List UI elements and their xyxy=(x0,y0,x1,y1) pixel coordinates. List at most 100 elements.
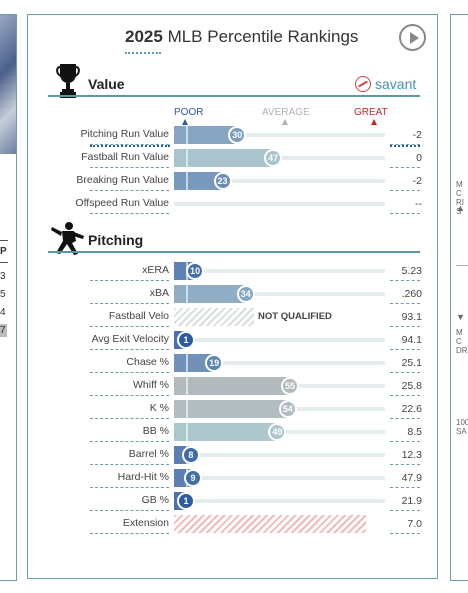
percentile-track xyxy=(174,361,385,365)
metric-label[interactable]: K % xyxy=(149,402,169,414)
metric-row: Fastball Velo NOT QUALIFIED 93.1 xyxy=(28,306,439,329)
metric-label[interactable]: xBA xyxy=(149,287,169,299)
metric-value: 7.0 xyxy=(407,518,422,530)
metric-label[interactable]: Chase % xyxy=(126,356,169,368)
percentile-bubble[interactable]: 10 xyxy=(186,262,205,280)
left-panel-frame xyxy=(0,14,17,581)
label-underline xyxy=(90,349,169,350)
metric-value: -2 xyxy=(412,175,422,187)
right-bottom-label: MC DR xyxy=(456,328,468,355)
play-button[interactable] xyxy=(399,24,426,51)
percentile-bubble[interactable]: 23 xyxy=(213,172,232,190)
percentile-track xyxy=(174,476,385,480)
metric-value: -- xyxy=(415,198,422,210)
down-arrow-icon: ▼ xyxy=(456,312,465,322)
metric-value: 94.1 xyxy=(401,334,422,346)
percentile-bar xyxy=(174,354,215,372)
bar-tick xyxy=(186,172,188,190)
metric-label[interactable]: Avg Exit Velocity xyxy=(91,333,169,345)
metric-row: Breaking Run Value 23 -2 xyxy=(28,170,439,193)
right-low-label: 100 SA xyxy=(456,418,468,436)
value-underline xyxy=(390,418,420,419)
left-highlight xyxy=(0,324,7,337)
label-underline xyxy=(90,372,169,373)
metric-label[interactable]: xERA xyxy=(142,264,169,276)
label-underline xyxy=(90,167,169,168)
metric-row: Whiff % 55 25.8 xyxy=(28,375,439,398)
value-underline xyxy=(390,280,420,281)
percentile-bubble[interactable]: 9 xyxy=(183,469,202,487)
label-underline xyxy=(90,395,169,396)
metric-row: Avg Exit Velocity 1 94.1 xyxy=(28,329,439,352)
label-underline xyxy=(90,418,169,419)
metric-label[interactable]: BB % xyxy=(142,425,169,437)
section-divider xyxy=(48,251,420,253)
legend-poor-marker xyxy=(182,119,188,125)
percentile-track xyxy=(174,292,385,296)
metric-label[interactable]: Fastball Velo xyxy=(108,310,169,322)
metric-label[interactable]: Fastball Run Value xyxy=(81,151,169,163)
value-underline xyxy=(390,349,420,350)
savant-logo-icon xyxy=(355,76,371,92)
title-text: MLB Percentile Rankings xyxy=(167,27,359,46)
label-underline xyxy=(90,280,169,281)
right-neighbor-panel: MC RIS ▲ ▼ MC DR 100 SA xyxy=(448,0,468,593)
percentile-bar xyxy=(174,400,288,418)
percentile-bubble[interactable]: 1 xyxy=(177,331,195,349)
highlight-divider xyxy=(390,145,420,147)
divider xyxy=(0,240,8,241)
percentile-bubble[interactable]: 30 xyxy=(228,126,247,144)
percentile-track xyxy=(174,453,385,457)
percentile-bubble[interactable]: 19 xyxy=(205,354,224,372)
metric-row: Pitching Run Value 30 -2 xyxy=(28,124,439,147)
metric-label[interactable]: Breaking Run Value xyxy=(76,174,169,186)
metric-label[interactable]: GB % xyxy=(141,494,169,506)
metric-label[interactable]: Offspeed Run Value xyxy=(75,197,169,209)
section-title-value: Value xyxy=(88,76,125,92)
percentile-bar xyxy=(174,423,278,441)
bar-tick xyxy=(186,400,188,418)
percentile-bubble[interactable]: 34 xyxy=(236,285,255,303)
section-title-pitching: Pitching xyxy=(88,232,144,248)
metric-label[interactable]: Barrel % xyxy=(128,448,169,460)
percentile-bubble[interactable]: 8 xyxy=(181,446,200,464)
percentile-bubble[interactable]: 49 xyxy=(268,423,287,441)
metric-row: Offspeed Run Value -- xyxy=(28,193,439,216)
metric-row: K % 54 22.6 xyxy=(28,398,439,421)
metric-label[interactable]: Pitching Run Value xyxy=(80,128,169,140)
value-underline xyxy=(390,213,420,214)
value-underline xyxy=(390,326,420,327)
bar-tick xyxy=(186,377,188,395)
metric-label[interactable]: Extension xyxy=(122,517,169,529)
metric-row: Hard-Hit % 9 47.9 xyxy=(28,467,439,490)
percentile-rankings-panel: 2025 MLB Percentile Rankings Value savan… xyxy=(27,14,438,579)
title-underline xyxy=(125,52,161,54)
metric-value: .260 xyxy=(401,288,422,300)
label-underline xyxy=(90,144,169,145)
percentile-track xyxy=(174,269,385,273)
percentile-bubble[interactable]: 1 xyxy=(177,492,195,510)
value-underline xyxy=(390,533,420,534)
savant-link[interactable]: savant xyxy=(375,76,417,92)
value-underline xyxy=(390,487,420,488)
percentile-bubble[interactable]: 54 xyxy=(278,400,297,418)
legend-great-marker xyxy=(371,119,377,125)
percentile-bar xyxy=(174,377,291,395)
percentile-bubble[interactable]: 55 xyxy=(281,377,300,395)
legend-average-label: AVERAGE xyxy=(262,107,310,118)
value-underline xyxy=(390,395,420,396)
metric-label[interactable]: Whiff % xyxy=(133,379,169,391)
divider xyxy=(0,262,8,263)
bar-tick xyxy=(186,126,188,144)
percentile-bubble[interactable]: 47 xyxy=(264,149,283,167)
metric-label[interactable]: Hard-Hit % xyxy=(117,471,169,483)
percentile-bar xyxy=(174,126,238,144)
metric-value: 25.8 xyxy=(401,380,422,392)
left-value: 4 xyxy=(0,307,6,318)
percentile-bar xyxy=(174,149,274,167)
legend-poor-label: POOR xyxy=(174,107,204,118)
metric-value: 0 xyxy=(416,152,422,164)
percentile-track xyxy=(174,338,385,342)
value-underline xyxy=(390,464,420,465)
label-underline xyxy=(90,533,169,534)
